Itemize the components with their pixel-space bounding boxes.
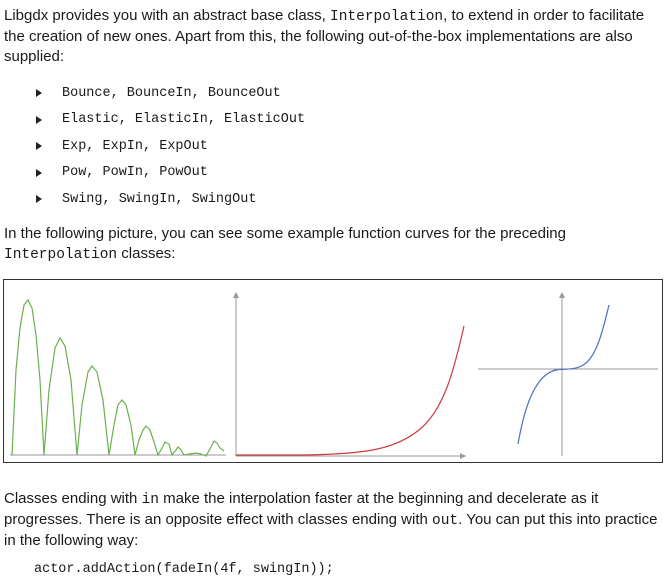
- usage-text-a: Classes ending with: [4, 490, 142, 507]
- bullet-icon: [36, 168, 42, 177]
- intro-code-interpolation: Interpolation: [330, 9, 444, 25]
- bullet-icon: [36, 195, 42, 204]
- exp-x-axis-arrow-icon: [460, 453, 466, 459]
- usage-code-in: in: [141, 492, 159, 508]
- bullet-icon: [36, 115, 42, 124]
- bullet-icon: [36, 89, 42, 98]
- swing-curve: [517, 304, 610, 445]
- bounce-curve: [11, 298, 225, 457]
- swing-y-axis-arrow-icon: [559, 292, 565, 298]
- list-item: Bounce, BounceIn, BounceOut: [36, 80, 305, 107]
- curves-svg: [10, 292, 658, 459]
- list-item-label: Elastic, ElasticIn, ElasticOut: [62, 112, 306, 128]
- list-item: Exp, ExpIn, ExpOut: [36, 133, 305, 160]
- figure-intro-paragraph: In the following picture, you can see so…: [4, 224, 664, 265]
- intro-text-a: Libgdx provides you with an abstract bas…: [4, 7, 331, 24]
- intro-text-b: , to extend in order to facilitate the c…: [4, 7, 645, 65]
- exp-y-axis-arrow-icon: [233, 292, 239, 298]
- list-item-label: Bounce, BounceIn, BounceOut: [62, 85, 281, 101]
- usage-text-c: . You can put this into practice in the …: [4, 511, 658, 549]
- usage-code-out: out: [432, 513, 459, 529]
- usage-text-b: make the interpolation faster at the beg…: [4, 490, 599, 528]
- list-item-label: Exp, ExpIn, ExpOut: [62, 138, 208, 154]
- list-item: Elastic, ElasticIn, ElasticOut: [36, 107, 305, 134]
- list-item-label: Pow, PowIn, PowOut: [62, 165, 208, 181]
- figure-intro-text-a: In the following picture, you can see so…: [4, 225, 566, 242]
- usage-paragraph: Classes ending with in make the interpol…: [4, 489, 664, 551]
- figure-intro-code: Interpolation: [4, 247, 118, 263]
- intro-paragraph: Libgdx provides you with an abstract bas…: [4, 6, 664, 67]
- exp-curve: [236, 325, 465, 456]
- figure-intro-text-b: classes:: [117, 245, 176, 262]
- list-item: Pow, PowIn, PowOut: [36, 160, 305, 187]
- code-example: actor.addAction(fadeIn(4f, swingIn));: [34, 562, 334, 577]
- bullet-icon: [36, 142, 42, 151]
- implementations-list: Bounce, BounceIn, BounceOut Elastic, Ela…: [36, 80, 305, 213]
- list-item-label: Swing, SwingIn, SwingOut: [62, 191, 257, 207]
- list-item: Swing, SwingIn, SwingOut: [36, 186, 305, 213]
- interpolation-curves-figure: [3, 279, 663, 463]
